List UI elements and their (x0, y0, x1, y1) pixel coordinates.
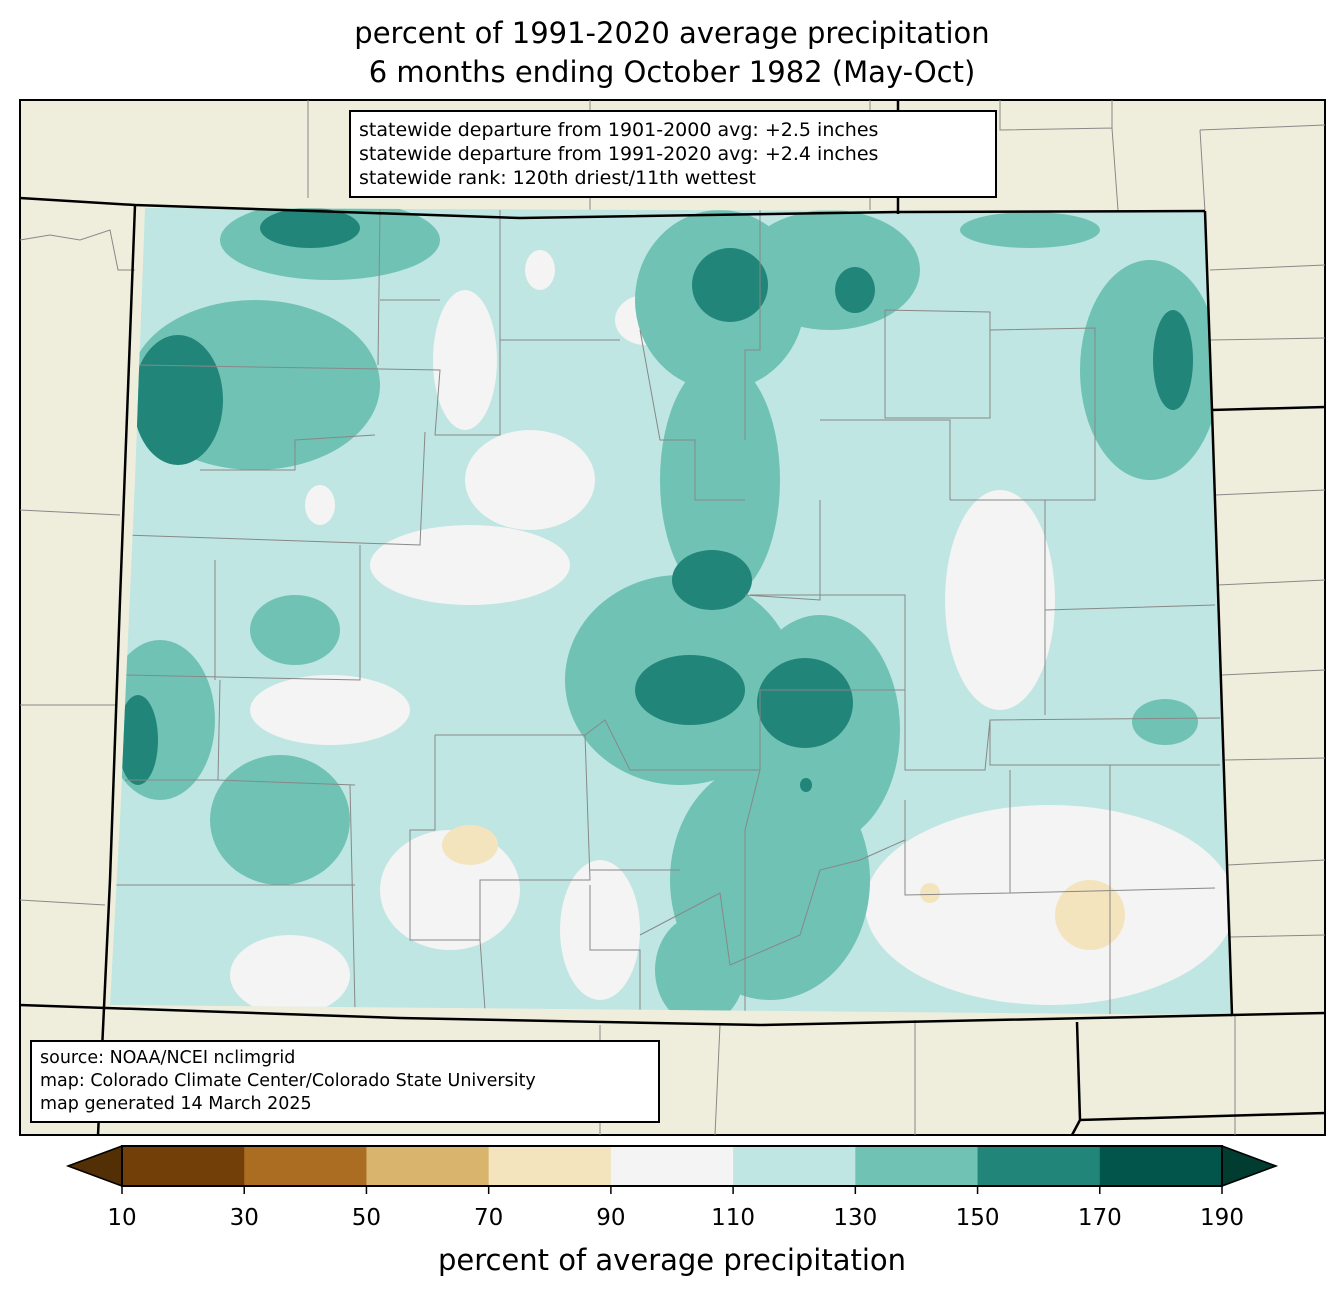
colorbar-tick-label: 190 (1200, 1205, 1244, 1231)
colorbar-tick-label: 150 (955, 1205, 1000, 1231)
colorbar-tick-label: 30 (229, 1205, 259, 1231)
stats-line-1: statewide departure from 1901-2000 avg: … (359, 119, 879, 141)
colorbar-under-arrow (65, 1144, 123, 1188)
colorbar-segment (366, 1146, 490, 1186)
colorbar-tick-label: 110 (711, 1205, 756, 1231)
colorbar-tick-label: 50 (351, 1205, 382, 1231)
colorbar-segment (244, 1146, 367, 1186)
well-above-normal-areas (118, 208, 1193, 792)
colorbar-tick-label: 90 (596, 1205, 626, 1231)
colorbar (65, 1144, 1279, 1194)
map-title-line2: 6 months ending October 1982 (May-Oct) (368, 55, 976, 89)
source-line-3: map generated 14 March 2025 (40, 1094, 312, 1114)
source-box: source: NOAA/NCEI nclimgrid map: Colorad… (30, 1040, 660, 1123)
colorbar-segment (610, 1146, 734, 1186)
map-title-line1: percent of 1991-2020 average precipitati… (354, 16, 990, 50)
colorbar-tick-label: 10 (107, 1205, 137, 1231)
source-line-1: source: NOAA/NCEI nclimgrid (40, 1048, 296, 1068)
colorbar-tick-label: 130 (833, 1205, 878, 1231)
colorbar-segment (488, 1146, 612, 1186)
colorbar-segment (855, 1146, 979, 1186)
colorbar-segment (977, 1146, 1101, 1186)
colorbar-tick-label: 70 (474, 1205, 504, 1231)
below-normal-areas (442, 825, 1125, 950)
colorbar-segment (1099, 1146, 1223, 1186)
stats-line-3: statewide rank: 120th driest/11th wettes… (359, 167, 756, 189)
near-normal-areas (230, 250, 1232, 1015)
source-line-2: map: Colorado Climate Center/Colorado St… (40, 1071, 536, 1091)
colorbar-segment (733, 1146, 856, 1186)
colorbar-over-arrow (1221, 1144, 1279, 1188)
state-borders (19, 100, 1326, 1136)
colorbar-label: percent of average precipitation (437, 1243, 907, 1277)
stats-line-2: statewide departure from 1991-2020 avg: … (359, 143, 879, 165)
county-lines (115, 209, 1221, 1015)
colorbar-tick-label: 170 (1077, 1205, 1122, 1231)
colorbar-segment (122, 1146, 245, 1186)
statewide-stats-box: statewide departure from 1901-2000 avg: … (349, 110, 997, 198)
above-normal-areas (110, 208, 1220, 1015)
